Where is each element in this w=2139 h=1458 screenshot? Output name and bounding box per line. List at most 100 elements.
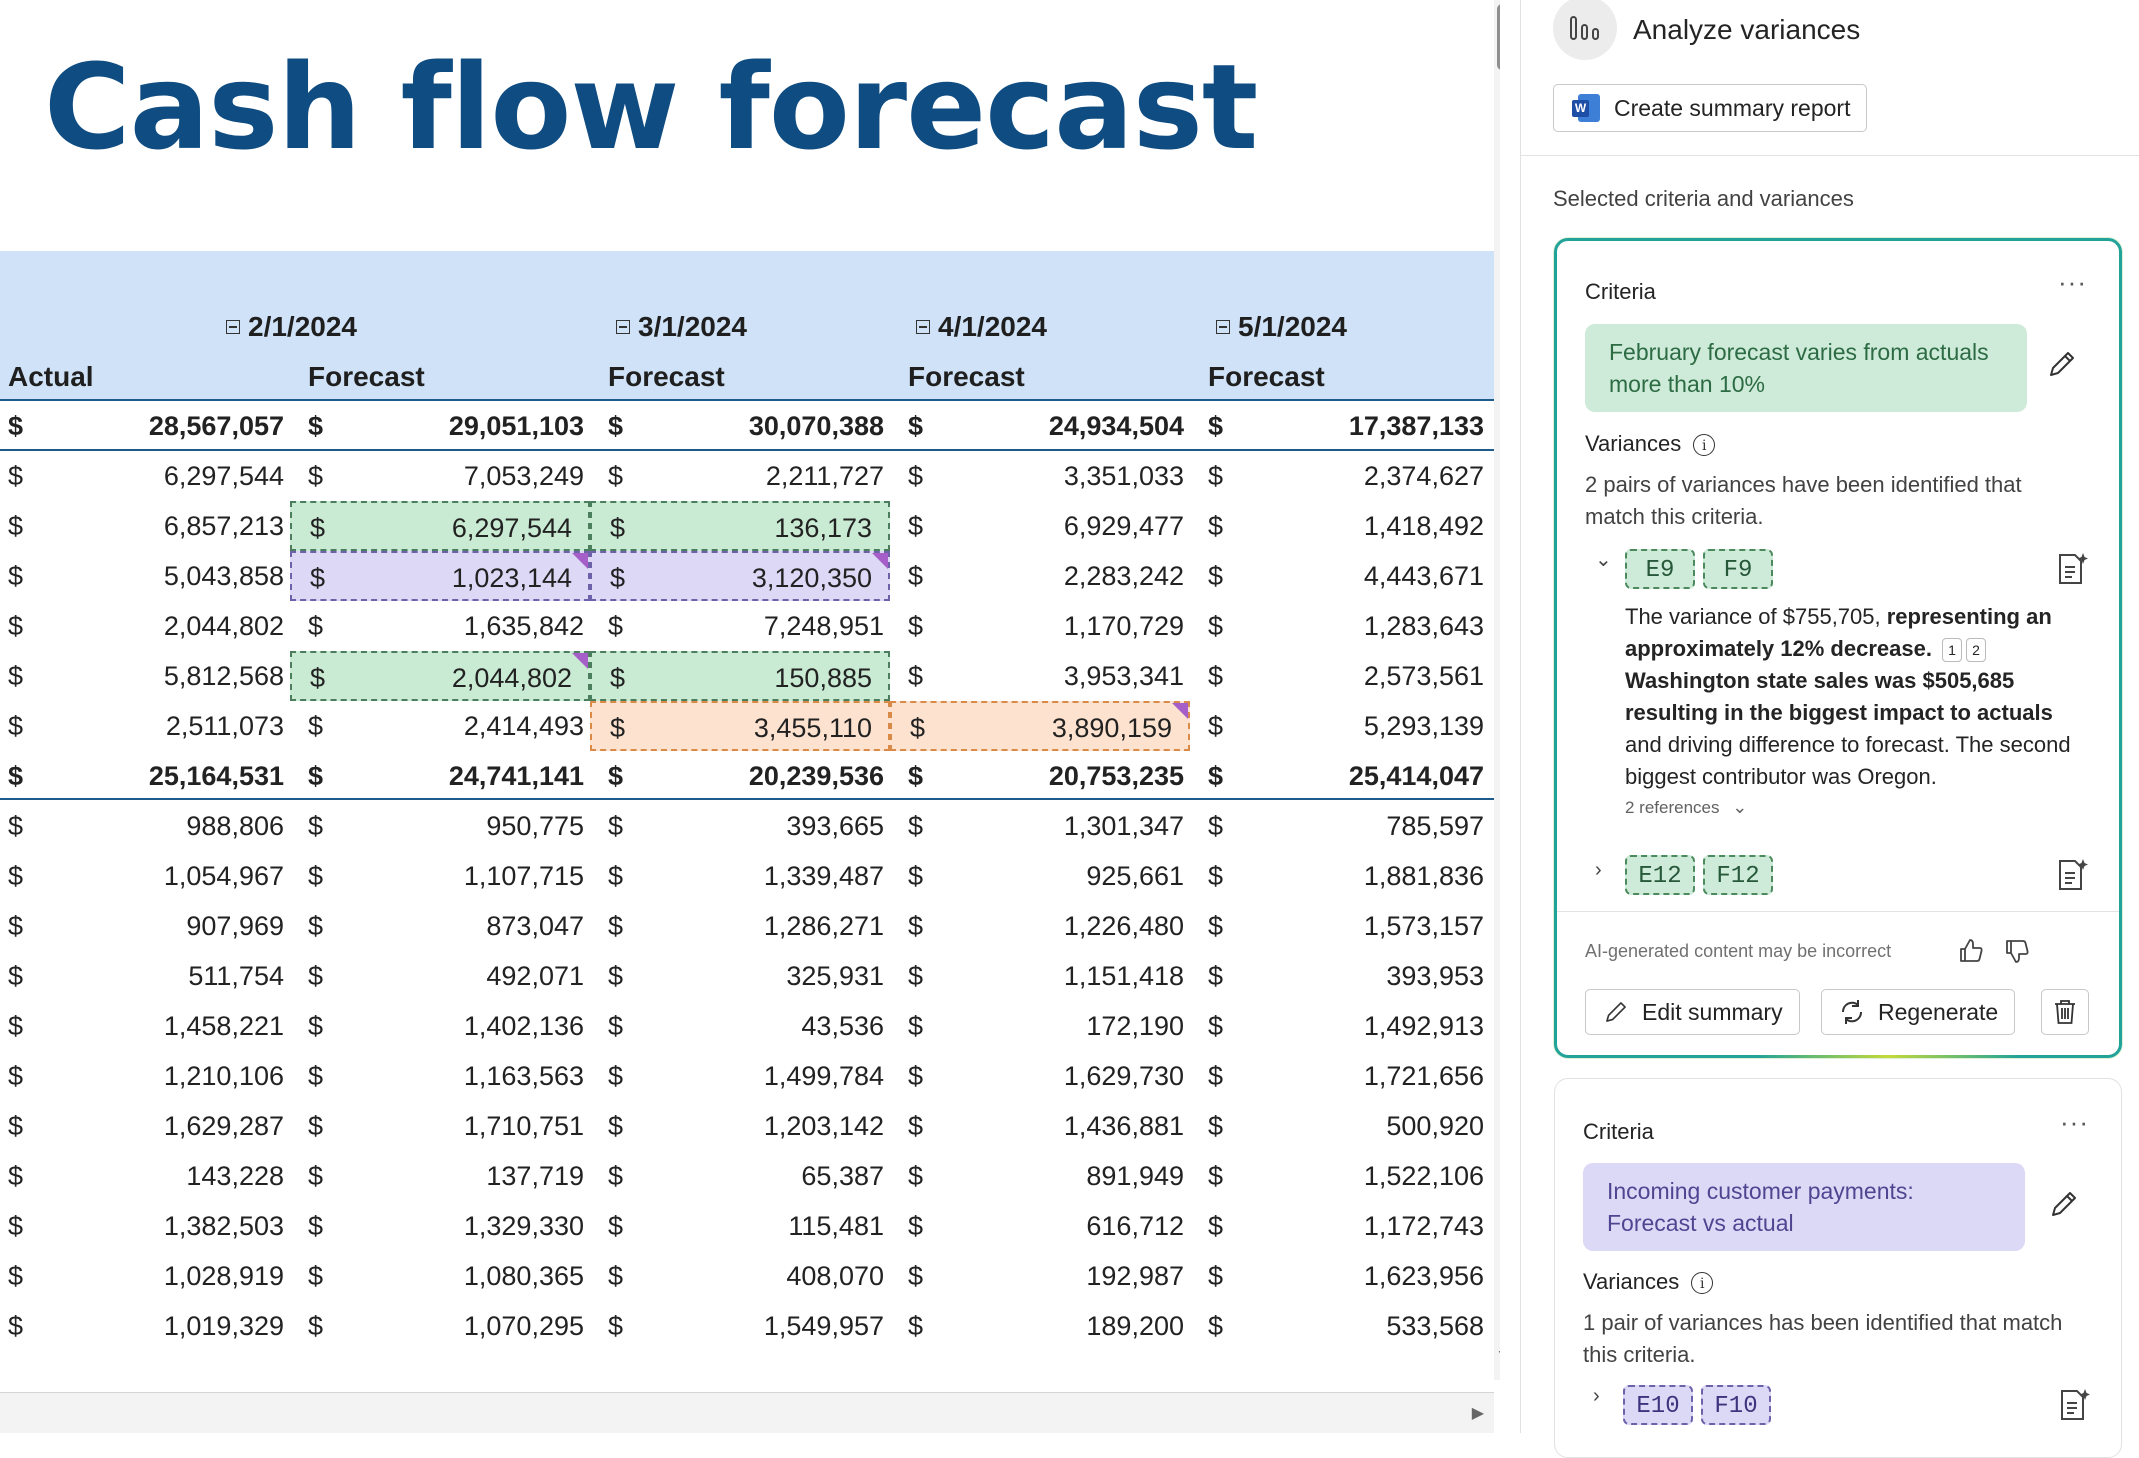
date-header-mar[interactable]: 3/1/2024 bbox=[616, 311, 747, 343]
table-cell[interactable]: $325,931 bbox=[600, 951, 898, 1001]
table-cell[interactable]: $1,286,271 bbox=[600, 901, 898, 951]
table-cell[interactable]: $1,070,295 bbox=[300, 1301, 598, 1351]
thumbs-down-icon[interactable] bbox=[2003, 937, 2031, 965]
cell-tag[interactable]: E12 bbox=[1625, 855, 1695, 895]
table-cell[interactable]: $29,051,103 bbox=[300, 401, 598, 451]
column-header-actual[interactable]: Actual bbox=[8, 361, 94, 392]
table-cell[interactable]: $136,173 bbox=[590, 501, 890, 551]
references-toggle[interactable]: 2 references ⌄ bbox=[1625, 797, 1748, 817]
table-cell[interactable]: $1,339,487 bbox=[600, 851, 898, 901]
table-cell[interactable]: $925,661 bbox=[900, 851, 1198, 901]
create-summary-report-button[interactable]: W Create summary report bbox=[1553, 84, 1868, 132]
cell-tag[interactable]: F9 bbox=[1703, 549, 1773, 589]
date-header-feb[interactable]: 2/1/2024 bbox=[226, 311, 357, 343]
scrollbar-thumb[interactable] bbox=[1497, 4, 1500, 70]
table-cell[interactable]: $1,054,967 bbox=[0, 851, 298, 901]
scroll-right-icon[interactable]: ▶ bbox=[1471, 1405, 1484, 1422]
table-cell[interactable]: $1,710,751 bbox=[300, 1101, 598, 1151]
column-header-forecast[interactable]: Forecast bbox=[908, 361, 1025, 392]
date-header-apr[interactable]: 4/1/2024 bbox=[916, 311, 1047, 343]
table-cell[interactable]: $1,382,503 bbox=[0, 1201, 298, 1251]
table-cell[interactable]: $172,190 bbox=[900, 1001, 1198, 1051]
table-cell[interactable]: $1,458,221 bbox=[0, 1001, 298, 1051]
table-cell[interactable]: $1,522,106 bbox=[1200, 1151, 1498, 1201]
chevron-right-icon[interactable]: › bbox=[1593, 1385, 1600, 1407]
horizontal-scrollbar[interactable]: ▶ bbox=[0, 1392, 1494, 1433]
table-cell[interactable]: $20,239,536 bbox=[600, 751, 898, 801]
table-cell[interactable]: $25,164,531 bbox=[0, 751, 298, 801]
comment-marker-icon[interactable] bbox=[572, 553, 588, 569]
table-cell[interactable]: $1,635,842 bbox=[300, 601, 598, 651]
scroll-down-icon[interactable]: ▼ bbox=[1496, 1346, 1500, 1362]
table-cell[interactable]: $1,573,157 bbox=[1200, 901, 1498, 951]
comment-marker-icon[interactable] bbox=[572, 653, 588, 669]
table-cell[interactable]: $907,969 bbox=[0, 901, 298, 951]
table-cell[interactable]: $1,623,956 bbox=[1200, 1251, 1498, 1301]
info-icon[interactable]: i bbox=[1693, 434, 1716, 457]
table-cell[interactable]: $785,597 bbox=[1200, 801, 1498, 851]
table-cell[interactable]: $5,812,568 bbox=[0, 651, 298, 701]
table-cell[interactable]: $137,719 bbox=[300, 1151, 598, 1201]
table-cell[interactable]: $500,920 bbox=[1200, 1101, 1498, 1151]
table-cell[interactable]: $1,172,743 bbox=[1200, 1201, 1498, 1251]
table-cell[interactable]: $5,043,858 bbox=[0, 551, 298, 601]
table-cell[interactable]: $393,953 bbox=[1200, 951, 1498, 1001]
table-cell[interactable]: $1,629,287 bbox=[0, 1101, 298, 1151]
delete-button[interactable] bbox=[2041, 989, 2089, 1035]
cell-tag[interactable]: E10 bbox=[1623, 1385, 1693, 1425]
comment-marker-icon[interactable] bbox=[872, 553, 888, 569]
table-cell[interactable]: $4,443,671 bbox=[1200, 551, 1498, 601]
info-icon[interactable]: i bbox=[1691, 1272, 1714, 1295]
comment-marker-icon[interactable] bbox=[1172, 703, 1188, 719]
table-cell[interactable]: $1,107,715 bbox=[300, 851, 598, 901]
table-cell[interactable]: $1,028,919 bbox=[0, 1251, 298, 1301]
table-cell[interactable]: $891,949 bbox=[900, 1151, 1198, 1201]
collapse-icon[interactable] bbox=[1216, 320, 1230, 334]
table-cell[interactable]: $24,934,504 bbox=[900, 401, 1198, 451]
table-cell[interactable]: $988,806 bbox=[0, 801, 298, 851]
table-cell[interactable]: $6,297,544 bbox=[290, 501, 590, 551]
table-cell[interactable]: $5,293,139 bbox=[1200, 701, 1498, 751]
chevron-down-icon[interactable]: ⌄ bbox=[1595, 549, 1612, 571]
table-cell[interactable]: $1,080,365 bbox=[300, 1251, 598, 1301]
table-cell[interactable]: $43,536 bbox=[600, 1001, 898, 1051]
table-cell[interactable]: $189,200 bbox=[900, 1301, 1198, 1351]
regenerate-button[interactable]: Regenerate bbox=[1821, 989, 2016, 1035]
table-cell[interactable]: $143,228 bbox=[0, 1151, 298, 1201]
more-options-icon[interactable]: ··· bbox=[2060, 1107, 2089, 1137]
insert-summary-icon[interactable] bbox=[2055, 857, 2089, 893]
table-cell[interactable]: $1,629,730 bbox=[900, 1051, 1198, 1101]
table-cell[interactable]: $6,929,477 bbox=[900, 501, 1198, 551]
table-cell[interactable]: $1,019,329 bbox=[0, 1301, 298, 1351]
insert-summary-icon[interactable] bbox=[2055, 551, 2089, 587]
cell-tag[interactable]: F10 bbox=[1701, 1385, 1771, 1425]
table-cell[interactable]: $616,712 bbox=[900, 1201, 1198, 1251]
table-cell[interactable]: $393,665 bbox=[600, 801, 898, 851]
table-cell[interactable]: $950,775 bbox=[300, 801, 598, 851]
table-cell[interactable]: $873,047 bbox=[300, 901, 598, 951]
table-cell[interactable]: $1,283,643 bbox=[1200, 601, 1498, 651]
table-cell[interactable]: $2,044,802 bbox=[0, 601, 298, 651]
table-cell[interactable]: $17,387,133 bbox=[1200, 401, 1498, 451]
table-cell[interactable]: $1,210,106 bbox=[0, 1051, 298, 1101]
table-cell[interactable]: $20,753,235 bbox=[900, 751, 1198, 801]
edit-criteria-icon[interactable] bbox=[2045, 347, 2079, 381]
table-cell[interactable]: $492,071 bbox=[300, 951, 598, 1001]
table-cell[interactable]: $115,481 bbox=[600, 1201, 898, 1251]
reference-badge[interactable]: 2 bbox=[1966, 638, 1987, 663]
table-cell[interactable]: $1,151,418 bbox=[900, 951, 1198, 1001]
table-cell[interactable]: $511,754 bbox=[0, 951, 298, 1001]
table-cell[interactable]: $2,211,727 bbox=[600, 451, 898, 501]
edit-summary-button[interactable]: Edit summary bbox=[1585, 989, 1800, 1035]
edit-criteria-icon[interactable] bbox=[2047, 1187, 2081, 1221]
table-cell[interactable]: $1,436,881 bbox=[900, 1101, 1198, 1151]
spreadsheet-grid[interactable]: Cash flow forecast 2/1/2024 3/1/2024 4/1… bbox=[0, 0, 1500, 1433]
table-cell[interactable]: $2,044,802 bbox=[290, 651, 590, 701]
table-cell[interactable]: $6,297,544 bbox=[0, 451, 298, 501]
vertical-scrollbar[interactable]: ▼ bbox=[1494, 0, 1500, 1380]
thumbs-up-icon[interactable] bbox=[1957, 937, 1985, 965]
table-cell[interactable]: $2,511,073 bbox=[0, 701, 298, 751]
table-cell[interactable]: $3,120,350 bbox=[590, 551, 890, 601]
table-cell[interactable]: $25,414,047 bbox=[1200, 751, 1498, 801]
table-cell[interactable]: $1,492,913 bbox=[1200, 1001, 1498, 1051]
